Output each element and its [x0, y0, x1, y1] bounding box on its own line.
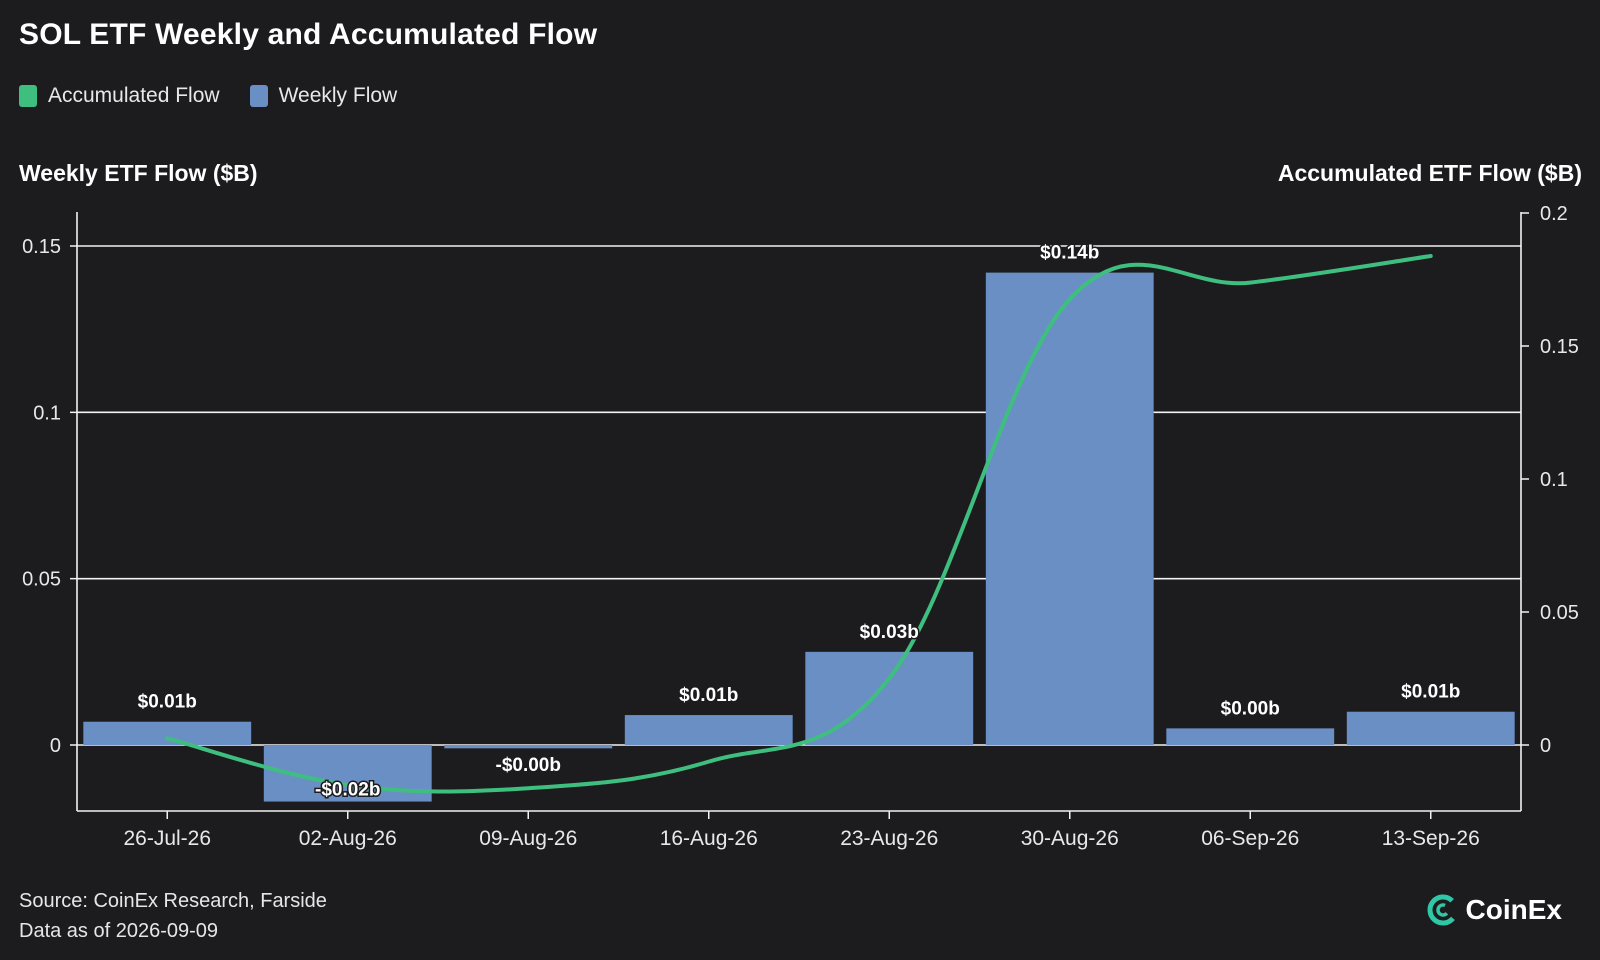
y-tick-label-left: 0.1: [33, 402, 61, 424]
y-axis-title-right: Accumulated ETF Flow ($B): [1277, 160, 1582, 186]
x-tick-label: 26-Jul-26: [123, 827, 211, 850]
x-tick-label: 16-Aug-26: [660, 827, 758, 850]
legend-swatch-weekly: [249, 85, 268, 107]
legend-swatch-accumulated: [19, 85, 37, 107]
bar-data-label: $0.01b: [1401, 682, 1460, 703]
accumulated-flow-line: [165, 253, 1433, 794]
bar-data-label: $0.01b: [679, 685, 738, 706]
legend-item-weekly[interactable]: Weekly Flow: [249, 84, 398, 108]
brand: CoinEx: [1426, 893, 1562, 927]
chart-title: SOL ETF Weekly and Accumulated Flow: [19, 18, 598, 51]
y-tick-label-left: 0: [50, 735, 61, 757]
footer: Source: CoinEx Research, Farside Data as…: [19, 886, 327, 946]
y-tick-label-right: 0.2: [1540, 203, 1568, 225]
x-tick-label: 13-Sep-26: [1382, 827, 1480, 850]
y-tick-label-right: 0.1: [1540, 469, 1568, 491]
y-tick-label-right: 0: [1540, 735, 1551, 757]
bar-data-label: $0.03b: [860, 622, 919, 643]
brand-name: CoinEx: [1465, 894, 1562, 925]
data-date-note: Data as of 2026-09-09: [19, 920, 219, 942]
bar-data-label: $0.00b: [1221, 698, 1280, 719]
x-tick-label: 23-Aug-26: [840, 827, 938, 850]
source-note: Source: CoinEx Research, Farside: [19, 890, 327, 912]
bar: [83, 721, 252, 745]
bar: [624, 715, 793, 745]
y-tick-label-right: 0.05: [1540, 602, 1579, 624]
legend: Accumulated Flow Weekly Flow: [19, 84, 397, 108]
bar-data-label: -$0.02b: [315, 780, 380, 801]
legend-label-accumulated: Accumulated Flow: [48, 84, 220, 107]
x-tick-label: 09-Aug-26: [479, 827, 577, 850]
legend-item-accumulated[interactable]: Accumulated Flow: [19, 84, 220, 108]
bar: [985, 272, 1154, 745]
y-axis-title-left: Weekly ETF Flow ($B): [19, 160, 258, 186]
y-tick-label-left: 0.15: [22, 236, 61, 258]
y-tick-label-right: 0.15: [1540, 336, 1579, 358]
x-tick-label: 02-Aug-26: [299, 827, 397, 850]
bar: [1166, 728, 1335, 745]
bar-data-label: -$0.00b: [496, 755, 561, 776]
x-tick-label: 06-Sep-26: [1201, 827, 1299, 850]
y-tick-label-left: 0.05: [22, 569, 61, 591]
coinex-logo-icon: [1427, 894, 1459, 926]
bar-data-label: $0.14b: [1040, 243, 1099, 264]
legend-label-weekly: Weekly Flow: [278, 84, 398, 107]
bar: [1346, 711, 1515, 745]
bar: [444, 745, 613, 749]
x-tick-label: 30-Aug-26: [1021, 827, 1119, 850]
bar-data-label: $0.01b: [138, 692, 197, 713]
